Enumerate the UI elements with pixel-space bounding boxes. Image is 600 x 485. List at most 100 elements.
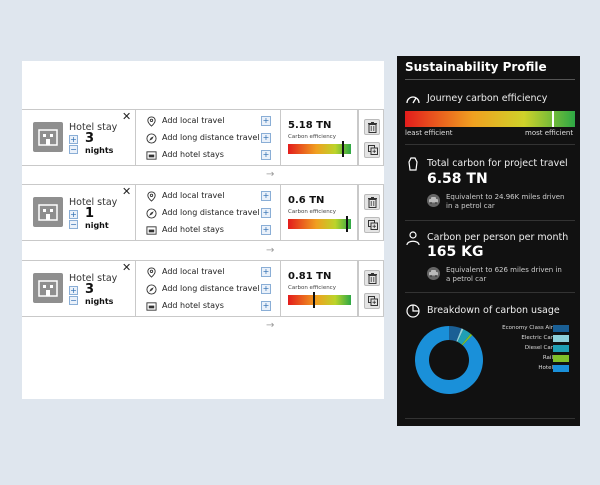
- increment-nights-button[interactable]: +: [69, 210, 78, 219]
- close-icon[interactable]: ✕: [122, 261, 132, 274]
- option-label: Add local travel: [162, 116, 225, 125]
- option-label: Add long distance travel: [162, 208, 260, 217]
- compass-icon: [146, 284, 157, 295]
- carbon-value: 5.18 TN: [288, 120, 332, 131]
- title-divider: [405, 79, 575, 80]
- bed-icon: [146, 302, 157, 311]
- carbon-efficiency-label: Carbon efficiency: [288, 134, 336, 140]
- copy-icon: [368, 220, 378, 230]
- decrement-nights-button[interactable]: −: [69, 145, 78, 154]
- option-label: Add local travel: [162, 191, 225, 200]
- duplicate-button[interactable]: [364, 293, 380, 309]
- trash-icon: [368, 122, 377, 133]
- add-button[interactable]: +: [261, 284, 271, 294]
- compass-icon: [146, 208, 157, 219]
- legend-label: Electric Car: [521, 335, 553, 341]
- legend-item: Diesel Car: [477, 345, 577, 353]
- nights-count: 1: [85, 206, 95, 221]
- total-carbon-heading: Total carbon for project travel: [427, 158, 568, 169]
- add-local-travel-option[interactable]: Add local travel +: [146, 115, 276, 129]
- add-button[interactable]: +: [261, 150, 271, 160]
- location-pin-icon: [147, 116, 156, 127]
- option-label: Add long distance travel: [162, 133, 260, 142]
- per-person-value: 165 KG: [427, 244, 484, 260]
- add-button[interactable]: +: [261, 301, 271, 311]
- nights-stepper: + −: [69, 286, 78, 306]
- add-button[interactable]: +: [261, 133, 271, 143]
- efficiency-marker: [313, 292, 316, 308]
- nights-stepper: + −: [69, 135, 78, 155]
- add-button[interactable]: +: [261, 267, 271, 277]
- add-local-travel-option[interactable]: Add local travel +: [146, 266, 276, 280]
- panel-footer: [22, 399, 384, 426]
- increment-nights-button[interactable]: +: [69, 135, 78, 144]
- add-button[interactable]: +: [261, 116, 271, 126]
- close-icon[interactable]: ✕: [122, 185, 132, 198]
- carbon-value: 0.81 TN: [288, 271, 332, 282]
- add-hotel-stays-option[interactable]: Add hotel stays +: [146, 300, 276, 314]
- legend-swatch: [553, 355, 569, 362]
- close-icon[interactable]: ✕: [122, 110, 132, 123]
- legend-item: Rail: [477, 355, 577, 363]
- trash-icon: [368, 197, 377, 208]
- hotel-stay-title: Hotel stay: [69, 197, 118, 208]
- card-actions: [358, 109, 384, 166]
- person-icon: [406, 231, 420, 246]
- legend-label: Rail: [542, 355, 553, 361]
- option-label: Add long distance travel: [162, 284, 260, 293]
- legend-item: Electric Car: [477, 335, 577, 343]
- delete-button[interactable]: [364, 270, 380, 286]
- add-local-travel-option[interactable]: Add local travel +: [146, 190, 276, 204]
- total-carbon-value: 6.58 TN: [427, 171, 488, 187]
- delete-button[interactable]: [364, 194, 380, 210]
- arrow-right-icon[interactable]: →: [266, 169, 275, 180]
- decrement-nights-button[interactable]: −: [69, 220, 78, 229]
- legend-swatch: [553, 325, 569, 332]
- duplicate-button[interactable]: [364, 217, 380, 233]
- efficiency-marker: [342, 141, 345, 157]
- carbon-efficiency-bar: [288, 141, 351, 157]
- legend-swatch: [553, 365, 569, 372]
- nights-label: nights: [85, 146, 114, 155]
- location-pin-icon: [147, 267, 156, 278]
- arrow-right-icon[interactable]: →: [266, 245, 275, 256]
- carbon-summary: 0.6 TN Carbon efficiency: [281, 184, 358, 241]
- hotel-card-1: Hotel stay + − 3 nights ✕ Add local trav…: [22, 109, 384, 166]
- copy-icon: [368, 145, 378, 155]
- nights-label: nights: [85, 297, 114, 306]
- per-person-equivalent: Equivalent to 626 miles driven in a petr…: [446, 266, 562, 283]
- copy-icon: [368, 296, 378, 306]
- add-long-distance-travel-option[interactable]: Add long distance travel +: [146, 132, 276, 146]
- add-long-distance-travel-option[interactable]: Add long distance travel +: [146, 207, 276, 221]
- hotel-stay-title: Hotel stay: [69, 122, 118, 133]
- add-hotel-stays-option[interactable]: Add hotel stays +: [146, 224, 276, 238]
- donut-slice-hotel: [415, 326, 483, 394]
- duplicate-button[interactable]: [364, 142, 380, 158]
- legend-label: Hotel: [538, 365, 553, 371]
- add-button[interactable]: +: [261, 225, 271, 235]
- card-actions: [358, 184, 384, 241]
- hotel-icon: [33, 122, 63, 152]
- add-long-distance-travel-option[interactable]: Add long distance travel +: [146, 283, 276, 297]
- location-pin-icon: [147, 191, 156, 202]
- add-button[interactable]: +: [261, 208, 271, 218]
- legend-label: Diesel Car: [524, 345, 553, 351]
- trash-icon: [368, 273, 377, 284]
- add-button[interactable]: +: [261, 191, 271, 201]
- carbon-summary: 0.81 TN Carbon efficiency: [281, 260, 358, 317]
- section-divider: [405, 144, 575, 145]
- arrow-right-icon[interactable]: →: [266, 320, 275, 331]
- delete-button[interactable]: [364, 119, 380, 135]
- hotel-icon: [33, 197, 63, 227]
- increment-nights-button[interactable]: +: [69, 286, 78, 295]
- decrement-nights-button[interactable]: −: [69, 296, 78, 305]
- donut-slice-economy-class-air: [449, 326, 462, 342]
- carbon-efficiency-label: Carbon efficiency: [288, 209, 336, 215]
- nights-stepper: + −: [69, 210, 78, 230]
- carbon-summary: 5.18 TN Carbon efficiency: [281, 109, 358, 166]
- option-label: Add hotel stays: [162, 225, 224, 234]
- efficiency-marker: [346, 216, 349, 232]
- add-hotel-stays-option[interactable]: Add hotel stays +: [146, 149, 276, 163]
- gauge-icon: [406, 96, 420, 104]
- donut-slice-electric-car: [456, 328, 464, 342]
